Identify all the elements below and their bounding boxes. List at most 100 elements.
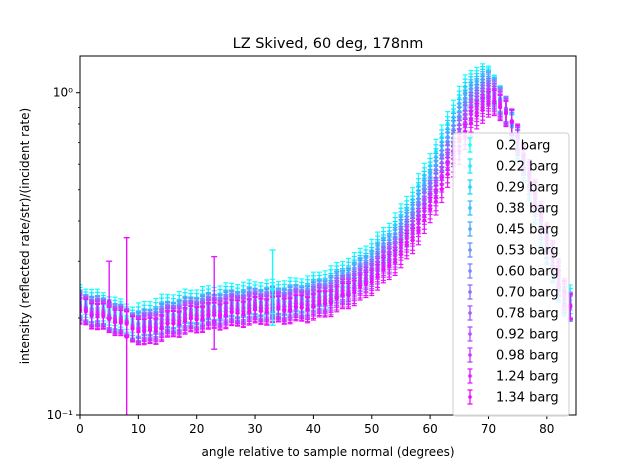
data-point: [381, 267, 386, 272]
data-point: [136, 329, 141, 334]
data-point: [218, 314, 223, 319]
data-point: [264, 309, 269, 314]
x-tick-label: 70: [481, 422, 496, 436]
data-point: [428, 207, 433, 212]
outlier-point: [106, 299, 112, 304]
data-point: [288, 308, 293, 313]
legend-marker-dot: [468, 185, 472, 189]
legend-label: 0.78 barg: [496, 307, 559, 322]
data-point: [148, 328, 153, 333]
data-point: [89, 313, 94, 318]
data-point: [83, 309, 88, 314]
data-point: [317, 301, 322, 306]
data-point: [113, 320, 118, 325]
data-point: [165, 321, 170, 326]
legend-marker-dot: [468, 248, 472, 252]
x-tick-label: 40: [306, 422, 321, 436]
y-axis-label: intensity (reflected rate/str)/(incident…: [18, 108, 32, 364]
legend-item: 0.70 barg: [467, 284, 559, 301]
data-point: [468, 121, 473, 126]
data-point: [258, 309, 263, 314]
data-point: [363, 282, 368, 287]
data-point: [422, 218, 427, 223]
data-point: [95, 314, 100, 319]
legend-item: 0.45 barg: [467, 221, 559, 238]
data-point: [398, 252, 403, 257]
data-point: [346, 293, 351, 298]
data-point: [118, 320, 123, 325]
legend: 0.2 barg 0.22 barg 0.29 barg 0.38 barg 0.45 …: [452, 132, 570, 417]
x-axis-label: angle relative to sample normal (degrees…: [201, 445, 454, 459]
legend-label: 0.45 barg: [496, 223, 559, 238]
data-point: [293, 305, 298, 310]
legend-marker-dot: [468, 206, 472, 210]
data-point: [503, 111, 508, 116]
legend-item: 1.34 barg: [467, 389, 559, 406]
plot-frame: [79, 55, 577, 416]
legend-marker-dot: [468, 395, 472, 399]
data-point: [171, 321, 176, 326]
data-point: [194, 317, 199, 322]
data-point: [311, 304, 316, 309]
data-point: [387, 264, 392, 269]
legend-marker-dot: [468, 311, 472, 315]
data-point: [247, 309, 252, 314]
data-point: [177, 322, 182, 327]
data-point: [474, 113, 479, 118]
data-point: [410, 238, 415, 243]
legend-label: 0.70 barg: [496, 286, 559, 301]
data-point: [183, 318, 188, 323]
data-point: [276, 306, 281, 311]
legend-item: 0.53 barg: [467, 242, 559, 259]
y-tick-label: 10⁰: [53, 86, 73, 100]
data-point: [439, 187, 444, 192]
legend-label: 0.98 barg: [496, 349, 559, 364]
legend-label: 0.38 barg: [496, 202, 559, 217]
legend-marker-dot: [468, 269, 472, 273]
legend-label: 0.29 barg: [496, 181, 559, 196]
data-point: [101, 313, 106, 318]
legend-label: 1.34 barg: [496, 391, 559, 406]
legend-label: 0.92 barg: [496, 328, 559, 343]
data-point: [486, 101, 491, 106]
data-point: [393, 260, 398, 265]
data-point: [498, 105, 503, 110]
data-point: [235, 310, 240, 315]
y-tick-label: 10⁻¹: [47, 408, 74, 422]
data-point: [305, 307, 310, 312]
legend-label: 0.53 barg: [496, 244, 559, 259]
data-point: [328, 301, 333, 306]
outlier-point: [270, 287, 275, 292]
legend-marker-dot: [468, 227, 472, 231]
x-tick-label: 30: [247, 422, 262, 436]
legend-label: 0.60 barg: [496, 265, 559, 280]
legend-item: 0.60 barg: [467, 263, 559, 280]
x-tick-label: 50: [364, 422, 379, 436]
data-point: [153, 329, 158, 334]
data-point: [200, 317, 205, 322]
x-tick-label: 10: [131, 422, 146, 436]
legend-marker-dot: [468, 164, 472, 168]
outlier-point: [124, 334, 129, 339]
data-point: [299, 305, 304, 310]
data-point: [206, 313, 211, 318]
legend-marker-dot: [468, 353, 472, 357]
legend-marker-dot: [468, 374, 472, 378]
data-point: [509, 119, 514, 124]
legend-item: 1.24 barg: [467, 368, 559, 385]
legend-marker-dot: [468, 143, 472, 147]
data-point: [334, 296, 339, 301]
chart-title: LZ Skived, 60 deg, 178nm: [233, 36, 424, 52]
legend-item: 0.78 barg: [467, 305, 559, 322]
data-point: [433, 199, 438, 204]
data-point: [159, 326, 164, 331]
legend-item: 0.2 barg: [467, 137, 550, 154]
data-point: [130, 326, 135, 331]
legend-item: 0.22 barg: [467, 158, 559, 175]
data-point: [340, 293, 345, 298]
legend-label: 0.22 barg: [496, 160, 559, 175]
legend-label: 1.24 barg: [496, 370, 559, 385]
y-axis: 10⁻¹ 10⁰: [47, 86, 80, 422]
legend-marker-dot: [468, 332, 472, 336]
